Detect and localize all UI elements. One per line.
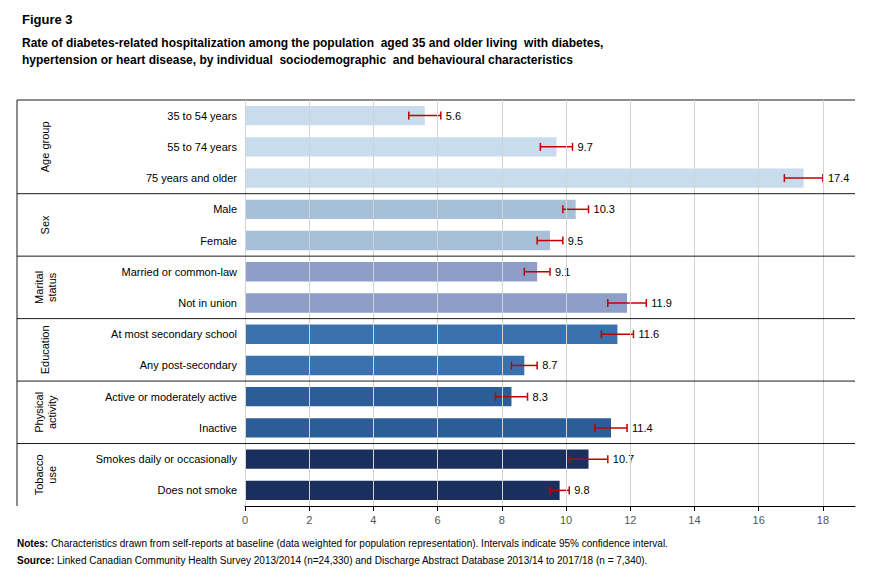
svg-text:9.1: 9.1	[555, 266, 570, 278]
svg-text:9.7: 9.7	[577, 141, 592, 153]
svg-text:9.5: 9.5	[568, 235, 583, 247]
svg-text:status: status	[46, 272, 58, 302]
svg-text:Age group: Age group	[39, 121, 51, 172]
svg-text:Notes:: Notes:	[17, 538, 48, 549]
svg-text:Education: Education	[39, 325, 51, 374]
svg-text:10.3: 10.3	[594, 203, 615, 215]
svg-text:Smokes daily or occasionally: Smokes daily or occasionally	[96, 453, 238, 465]
svg-text:12: 12	[624, 514, 636, 526]
svg-text:14: 14	[688, 514, 700, 526]
svg-text:Marital: Marital	[33, 271, 45, 304]
svg-text:Any post-secondary: Any post-secondary	[140, 359, 238, 371]
svg-text:55 to 74 years: 55 to 74 years	[167, 141, 237, 153]
svg-text:11.9: 11.9	[651, 297, 672, 309]
svg-text:Characteristics drawn from sel: Characteristics drawn from self-reports …	[48, 538, 668, 549]
svg-text:8: 8	[499, 514, 505, 526]
svg-text:Female: Female	[200, 235, 237, 247]
svg-text:9.8: 9.8	[574, 484, 589, 496]
svg-text:Does not smoke: Does not smoke	[158, 484, 237, 496]
svg-text:0: 0	[242, 514, 248, 526]
svg-text:Physical: Physical	[33, 392, 45, 433]
svg-text:Married or common-law: Married or common-law	[121, 266, 237, 278]
svg-text:10.7: 10.7	[612, 453, 635, 466]
svg-text:10: 10	[560, 514, 572, 526]
svg-text:use: use	[46, 466, 58, 484]
svg-text:Linked Canadian Community Heal: Linked Canadian Community Health Survey …	[54, 555, 647, 566]
svg-text:5.6: 5.6	[446, 110, 461, 122]
svg-text:Inactive: Inactive	[199, 422, 237, 434]
svg-text:Not in union: Not in union	[178, 297, 237, 309]
svg-text:11.4: 11.4	[632, 422, 653, 434]
svg-text:8.3: 8.3	[533, 391, 548, 403]
svg-text:hypertension or heart disease,: hypertension or heart disease, by indivi…	[22, 53, 573, 67]
svg-text:11.6: 11.6	[638, 328, 659, 340]
svg-text:Male: Male	[213, 203, 237, 215]
svg-text:18: 18	[817, 514, 829, 526]
svg-text:At most secondary school: At most secondary school	[111, 328, 237, 340]
svg-text:35 to 54 years: 35 to 54 years	[167, 110, 237, 122]
svg-text:16: 16	[753, 514, 765, 526]
svg-text:Source:: Source:	[17, 555, 54, 566]
svg-text:Sex: Sex	[39, 215, 51, 234]
svg-text:Tobacco: Tobacco	[33, 454, 45, 495]
svg-text:2: 2	[306, 514, 312, 526]
svg-text:Rate of diabetes-related hospi: Rate of diabetes-related hospitalization…	[22, 36, 603, 50]
svg-text:75 years and older: 75 years and older	[146, 172, 237, 184]
svg-text:17.4: 17.4	[828, 172, 849, 184]
svg-text:6: 6	[435, 514, 441, 526]
svg-text:4: 4	[370, 514, 376, 526]
svg-text:Active or moderately active: Active or moderately active	[105, 391, 237, 403]
svg-text:8.7: 8.7	[542, 359, 557, 371]
svg-text:Figure 3: Figure 3	[22, 12, 73, 27]
svg-text:activity: activity	[46, 395, 58, 429]
